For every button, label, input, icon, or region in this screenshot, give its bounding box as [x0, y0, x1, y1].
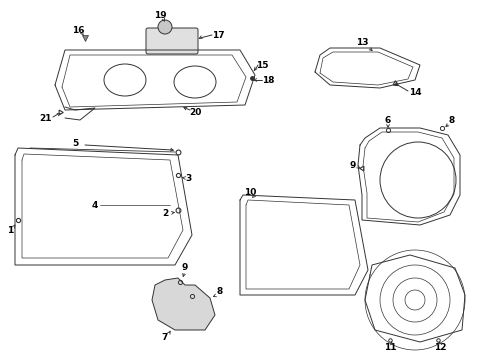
Text: 8: 8	[217, 288, 223, 297]
Text: 20: 20	[188, 108, 201, 117]
Text: 8: 8	[448, 116, 454, 125]
Text: 16: 16	[72, 26, 84, 35]
Text: 2: 2	[162, 208, 168, 217]
Text: 4: 4	[92, 201, 98, 210]
Text: 21: 21	[39, 113, 51, 122]
Text: 3: 3	[184, 174, 191, 183]
Text: 5: 5	[72, 139, 78, 148]
Polygon shape	[152, 278, 215, 330]
Text: 14: 14	[408, 87, 421, 96]
Text: 11: 11	[383, 343, 395, 352]
Text: 15: 15	[255, 60, 268, 69]
Text: 10: 10	[244, 188, 256, 197]
Text: 12: 12	[433, 343, 446, 352]
Text: 1: 1	[7, 225, 13, 234]
Text: 19: 19	[153, 10, 166, 19]
Text: 6: 6	[384, 116, 390, 125]
Text: 13: 13	[355, 37, 367, 46]
Text: 17: 17	[211, 31, 224, 40]
Text: 7: 7	[162, 333, 168, 342]
Text: 9: 9	[182, 264, 188, 273]
Circle shape	[158, 20, 172, 34]
Text: 18: 18	[261, 76, 274, 85]
Text: 9: 9	[349, 161, 355, 170]
FancyBboxPatch shape	[146, 28, 198, 54]
